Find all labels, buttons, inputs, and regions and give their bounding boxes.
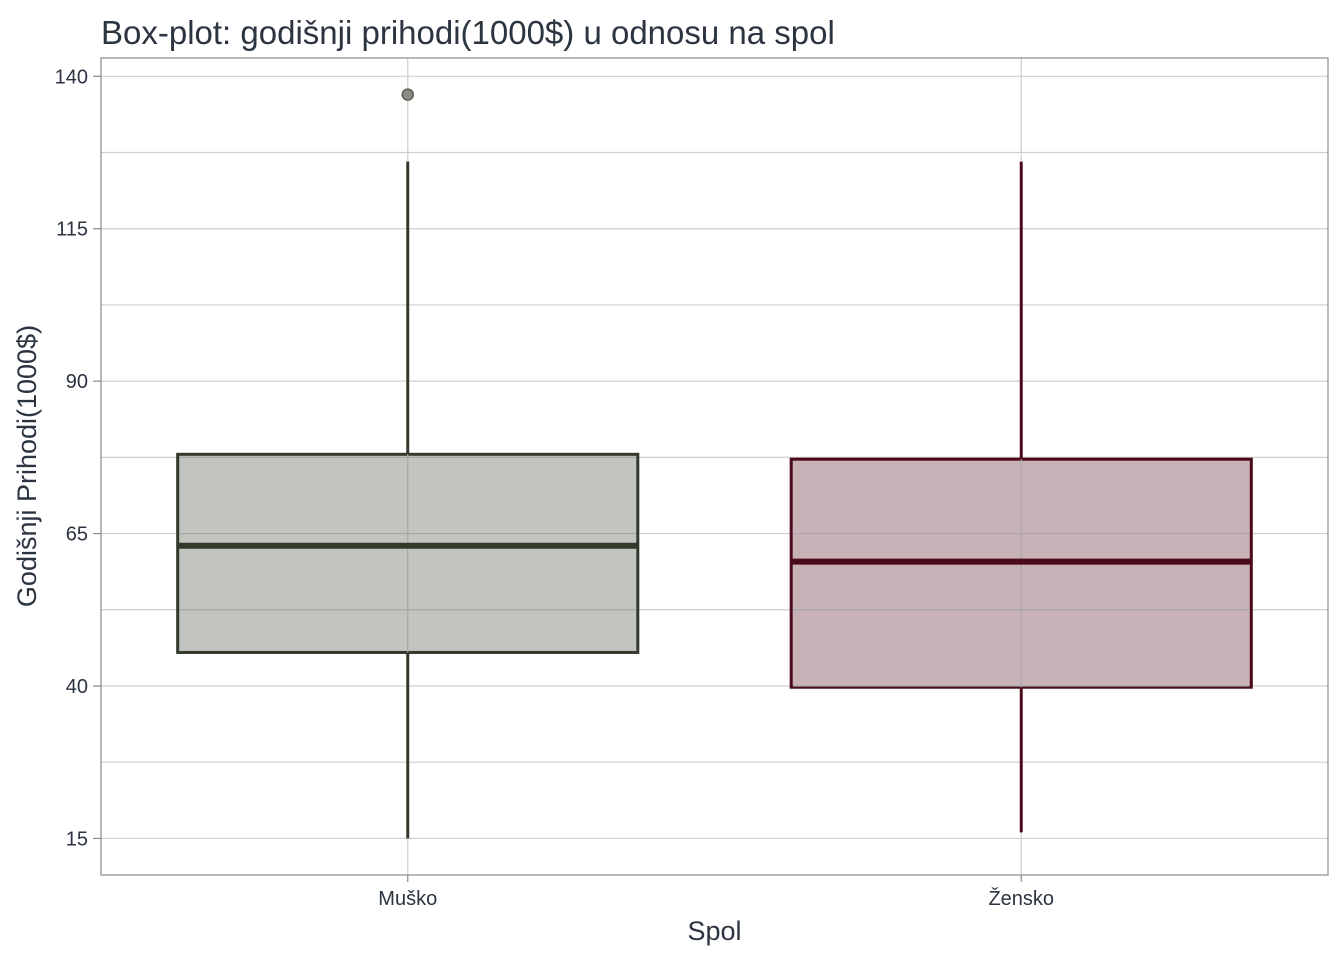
plot-panel-border <box>100 57 1329 876</box>
x-tick-label: Muško <box>378 888 437 910</box>
y-tick-label: 15 <box>66 828 88 850</box>
box-musko <box>176 88 640 839</box>
boxes-layer <box>176 88 1253 839</box>
y-axis-title: Godišnji Prihodi(1000$) <box>12 325 42 607</box>
x-tick-label: Žensko <box>988 887 1054 910</box>
y-tick-label: 40 <box>66 676 88 698</box>
x-axis-title: Spol <box>687 916 741 946</box>
y-tick-label: 65 <box>66 524 88 546</box>
chart-title: Box-plot: godišnji prihodi(1000$) u odno… <box>101 14 835 51</box>
box-zensko <box>789 161 1253 833</box>
x-axis-ticks: Muško Žensko <box>378 875 1054 910</box>
outlier-point <box>401 88 414 101</box>
y-tick-label: 140 <box>55 66 88 88</box>
y-axis-ticks: 15 40 65 90 115 140 <box>55 66 101 850</box>
y-tick-label: 115 <box>56 219 88 241</box>
y-tick-label: 90 <box>66 371 88 393</box>
